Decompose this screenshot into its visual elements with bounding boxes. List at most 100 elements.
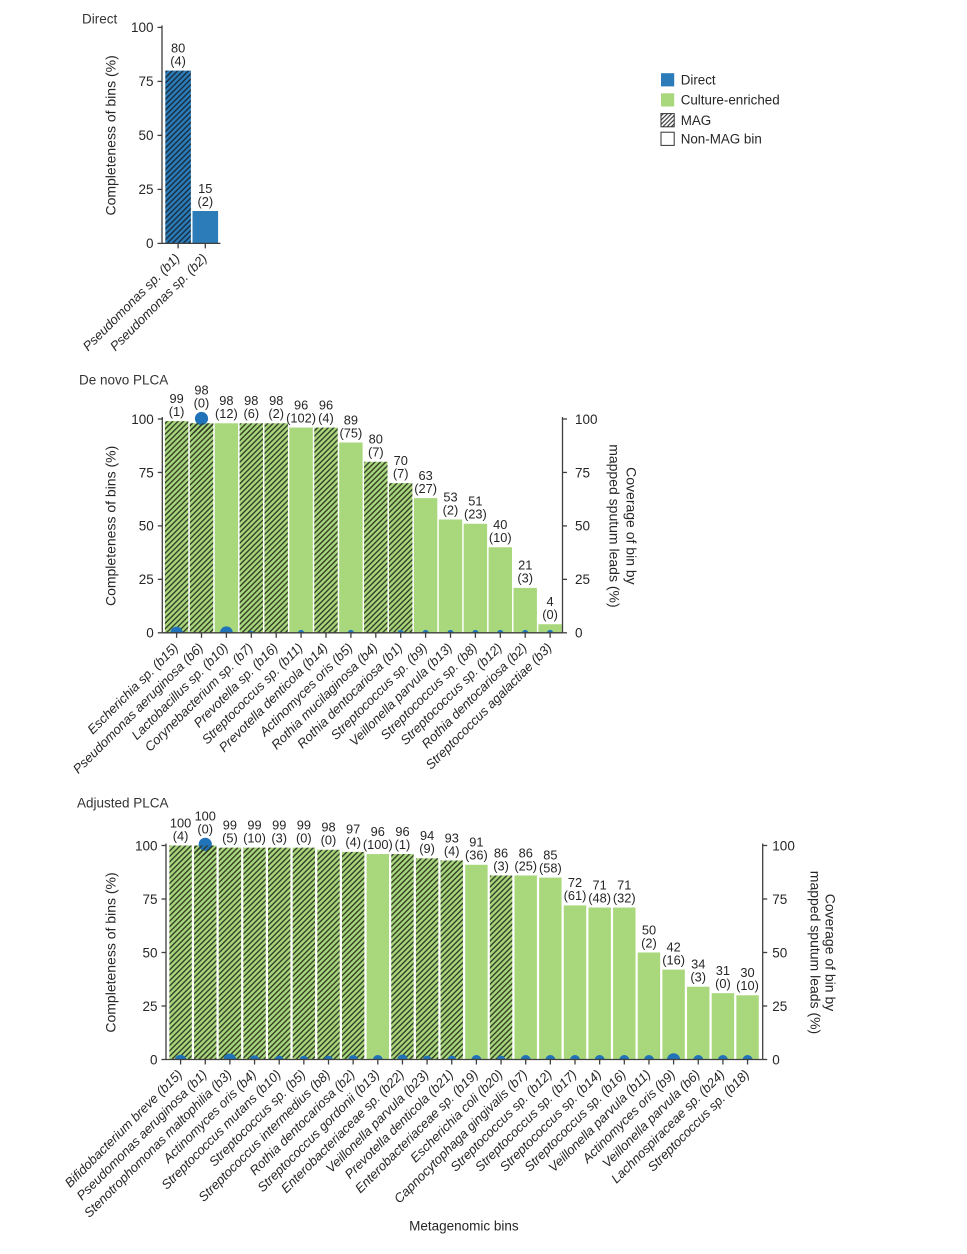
svg-text:(1): (1) — [395, 837, 411, 852]
svg-text:51: 51 — [468, 494, 482, 509]
svg-text:Coverage of bin by: Coverage of bin by — [624, 467, 640, 585]
svg-text:99: 99 — [169, 391, 183, 406]
svg-text:mapped sputum leads (%): mapped sputum leads (%) — [808, 871, 824, 1034]
svg-text:53: 53 — [443, 489, 457, 504]
svg-text:(4): (4) — [444, 843, 460, 858]
svg-text:34: 34 — [691, 957, 705, 972]
svg-text:(0): (0) — [715, 976, 731, 991]
svg-text:25: 25 — [139, 572, 154, 587]
svg-text:100: 100 — [131, 20, 154, 35]
svg-text:50: 50 — [575, 519, 590, 534]
svg-text:75: 75 — [142, 892, 157, 907]
svg-text:100: 100 — [772, 838, 795, 853]
svg-text:93: 93 — [445, 830, 459, 845]
svg-text:100: 100 — [575, 412, 598, 427]
svg-text:mapped sputum leads (%): mapped sputum leads (%) — [607, 444, 623, 607]
svg-text:(2): (2) — [641, 935, 657, 950]
svg-text:(27): (27) — [414, 481, 437, 496]
svg-text:71: 71 — [617, 877, 631, 892]
svg-text:0: 0 — [575, 626, 583, 641]
svg-text:(36): (36) — [465, 848, 488, 863]
svg-text:98: 98 — [269, 393, 283, 408]
svg-text:(100): (100) — [363, 837, 393, 852]
svg-text:Completeness of bins (%): Completeness of bins (%) — [103, 55, 119, 215]
svg-text:(0): (0) — [542, 607, 558, 622]
svg-text:75: 75 — [138, 74, 153, 89]
svg-text:(0): (0) — [197, 822, 213, 837]
svg-text:(7): (7) — [368, 445, 384, 460]
svg-text:100: 100 — [135, 838, 158, 853]
svg-text:0: 0 — [146, 236, 154, 251]
svg-text:85: 85 — [543, 847, 557, 862]
svg-text:50: 50 — [142, 945, 157, 960]
svg-text:97: 97 — [346, 822, 360, 837]
svg-text:(58): (58) — [539, 860, 562, 875]
svg-text:100: 100 — [195, 809, 216, 824]
svg-text:40: 40 — [493, 517, 507, 532]
svg-text:(16): (16) — [662, 952, 685, 967]
svg-text:(25): (25) — [514, 858, 537, 873]
svg-text:94: 94 — [420, 828, 434, 843]
svg-text:99: 99 — [247, 817, 261, 832]
svg-text:0: 0 — [772, 1052, 780, 1067]
svg-text:50: 50 — [138, 128, 153, 143]
svg-text:86: 86 — [494, 845, 508, 860]
svg-text:(32): (32) — [613, 890, 636, 905]
svg-text:30: 30 — [740, 965, 754, 980]
svg-text:(4): (4) — [318, 410, 334, 425]
svg-text:96: 96 — [319, 397, 333, 412]
svg-text:25: 25 — [138, 182, 153, 197]
svg-text:42: 42 — [666, 939, 680, 954]
svg-text:(102): (102) — [286, 410, 316, 425]
svg-text:(48): (48) — [588, 890, 611, 905]
svg-text:71: 71 — [593, 877, 607, 892]
svg-text:75: 75 — [575, 465, 590, 480]
svg-text:89: 89 — [344, 412, 358, 427]
svg-text:86: 86 — [519, 845, 533, 860]
svg-text:50: 50 — [139, 519, 154, 534]
svg-text:Adjusted PLCA: Adjusted PLCA — [77, 796, 169, 811]
svg-text:80: 80 — [171, 40, 185, 55]
svg-text:De novo PLCA: De novo PLCA — [79, 373, 168, 388]
svg-text:(61): (61) — [564, 888, 587, 903]
svg-text:(1): (1) — [169, 404, 185, 419]
svg-text:(12): (12) — [215, 406, 238, 421]
svg-text:(3): (3) — [517, 571, 533, 586]
svg-text:75: 75 — [772, 892, 787, 907]
svg-text:(0): (0) — [194, 396, 210, 411]
svg-text:(0): (0) — [296, 830, 312, 845]
svg-text:(10): (10) — [489, 530, 512, 545]
svg-text:Coverage of bin by: Coverage of bin by — [823, 894, 839, 1012]
svg-text:(2): (2) — [443, 502, 459, 517]
svg-text:(5): (5) — [222, 830, 238, 845]
svg-text:98: 98 — [244, 393, 258, 408]
svg-text:75: 75 — [139, 465, 154, 480]
svg-text:Direct: Direct — [82, 11, 118, 26]
svg-text:MAG: MAG — [681, 113, 712, 128]
svg-text:Culture-enriched: Culture-enriched — [681, 93, 780, 108]
svg-text:4: 4 — [547, 594, 554, 609]
svg-text:(0): (0) — [321, 833, 337, 848]
svg-text:25: 25 — [575, 572, 590, 587]
svg-text:21: 21 — [518, 558, 532, 573]
svg-text:91: 91 — [469, 835, 483, 850]
svg-text:(4): (4) — [173, 828, 189, 843]
svg-text:Non-MAG bin: Non-MAG bin — [681, 131, 762, 146]
svg-text:100: 100 — [131, 412, 154, 427]
svg-text:0: 0 — [150, 1052, 158, 1067]
svg-text:(23): (23) — [464, 507, 487, 522]
svg-text:100: 100 — [170, 815, 191, 830]
svg-text:(10): (10) — [736, 978, 759, 993]
svg-text:98: 98 — [321, 820, 335, 835]
svg-text:63: 63 — [418, 468, 432, 483]
svg-text:50: 50 — [642, 922, 656, 937]
svg-text:25: 25 — [772, 999, 787, 1014]
svg-text:96: 96 — [395, 824, 409, 839]
svg-text:(3): (3) — [271, 830, 287, 845]
svg-text:50: 50 — [772, 945, 787, 960]
svg-text:(7): (7) — [393, 466, 409, 481]
svg-text:Completeness of bins (%): Completeness of bins (%) — [103, 872, 119, 1032]
svg-text:(4): (4) — [170, 53, 186, 68]
svg-text:Direct: Direct — [681, 72, 716, 87]
svg-text:98: 98 — [194, 383, 208, 398]
